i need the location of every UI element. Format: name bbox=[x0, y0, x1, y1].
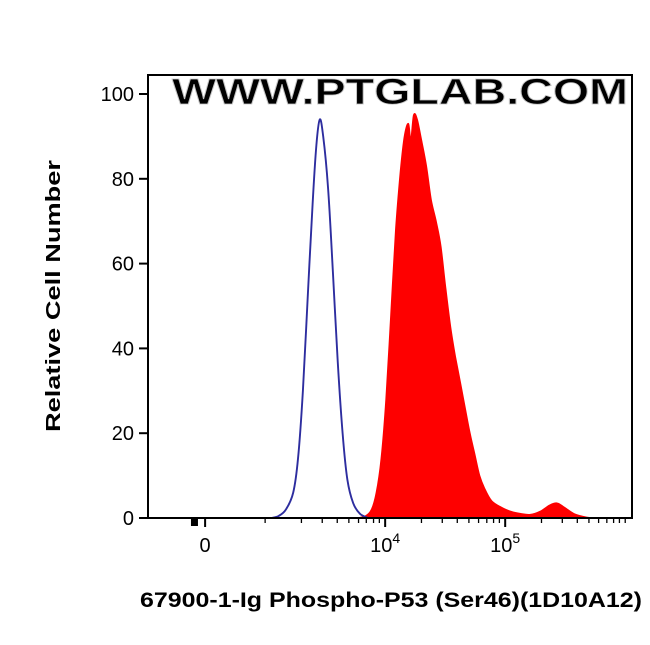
y-axis-label: Relative Cell Number bbox=[43, 160, 65, 432]
stained-histogram-curve bbox=[357, 113, 592, 518]
y-tick-label: 40 bbox=[112, 338, 134, 360]
y-tick-label: 60 bbox=[112, 254, 134, 276]
x-tick-label: 0 bbox=[200, 535, 211, 557]
y-tick-label: 0 bbox=[123, 508, 134, 530]
control-histogram-curve bbox=[271, 118, 369, 518]
axes-layer: 0 20 40 60 80 100 0 104 105 bbox=[101, 74, 633, 557]
x-tick-label: 104 bbox=[370, 530, 400, 557]
plot-border bbox=[147, 74, 633, 519]
y-tick-label: 80 bbox=[112, 169, 134, 191]
x-tick-label: 105 bbox=[490, 530, 520, 557]
y-tick-label: 100 bbox=[101, 84, 134, 106]
y-tick-label: 20 bbox=[112, 423, 134, 445]
watermark-text: WWW.PTGLAB.COM bbox=[172, 71, 628, 112]
caption: 67900-1-Ig Phospho-P53 (Ser46)(1D10A12) bbox=[140, 589, 642, 612]
x-bold-tick bbox=[190, 518, 198, 526]
curves-layer bbox=[271, 113, 592, 518]
